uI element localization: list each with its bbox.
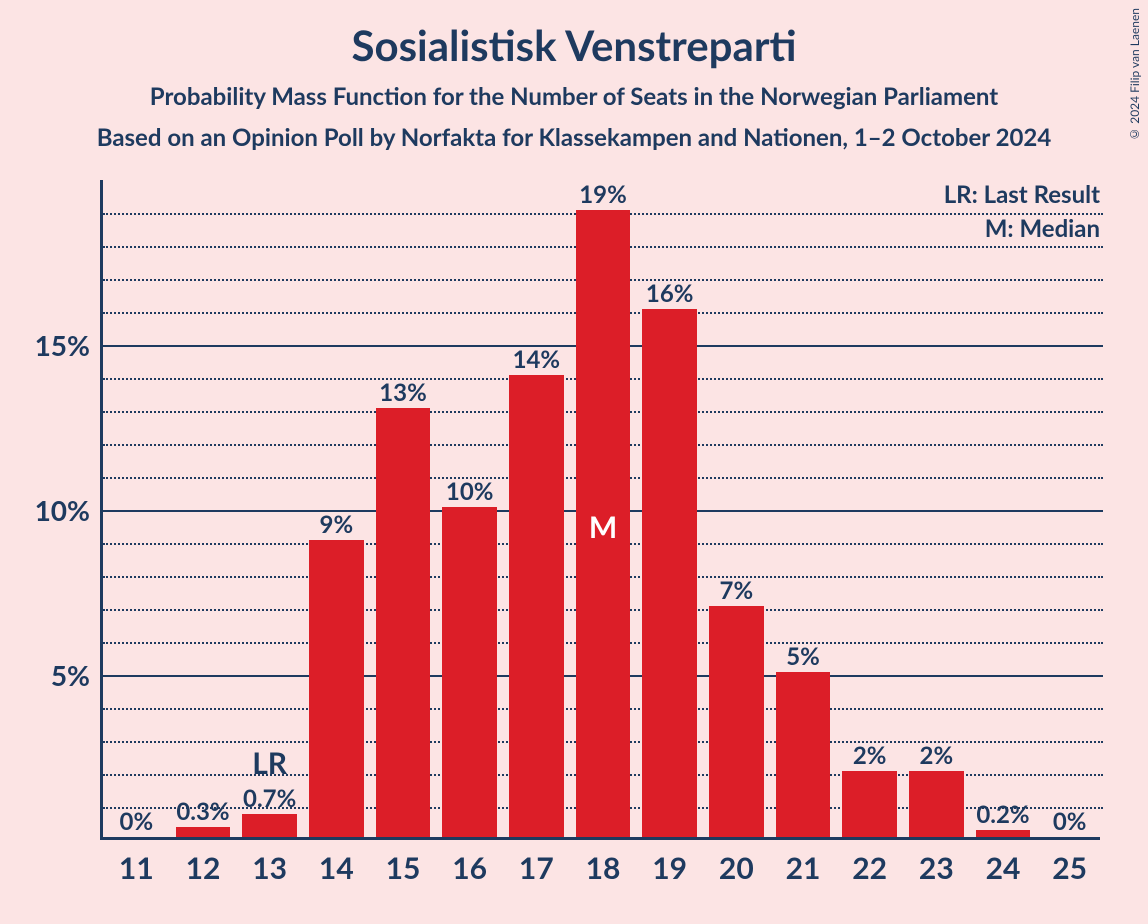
y-axis-tick-label: 15% — [10, 328, 90, 362]
chart-plot: 5%10%15%0%110.3%120.7%139%1413%1510%1614… — [100, 180, 1100, 840]
x-axis-tick-label: 11 — [119, 850, 154, 886]
bar — [642, 309, 697, 837]
y-axis-tick-label: 10% — [10, 493, 90, 527]
y-axis-tick-label: 5% — [10, 658, 90, 692]
bar-value-label: 10% — [446, 477, 494, 506]
x-axis-tick-label: 18 — [586, 850, 621, 886]
x-axis-tick-label: 25 — [1052, 850, 1087, 886]
bar — [976, 830, 1031, 837]
bar-value-label: 0% — [120, 807, 154, 836]
x-axis-tick-label: 17 — [519, 850, 554, 886]
bar-value-label: 5% — [786, 642, 820, 671]
bar — [242, 814, 297, 837]
bar-value-label: 13% — [379, 378, 427, 407]
bar — [776, 672, 831, 837]
copyright-text: © 2024 Filip van Laenen — [1127, 8, 1142, 142]
bar-value-label: 9% — [320, 510, 354, 539]
chart-subtitle-1: Probability Mass Function for the Number… — [0, 82, 1148, 111]
bar-value-label: 19% — [579, 180, 627, 209]
median-marker: M — [589, 509, 617, 545]
bar-value-label: 0.7% — [243, 784, 296, 813]
bar-value-label: 7% — [720, 576, 754, 605]
x-axis-tick-label: 24 — [986, 850, 1021, 886]
bar — [909, 771, 964, 837]
x-axis-tick-label: 14 — [319, 850, 354, 886]
last-result-marker: LR — [252, 745, 287, 781]
bar-value-label: 16% — [646, 279, 694, 308]
x-axis-tick-label: 19 — [652, 850, 687, 886]
bar — [709, 606, 764, 837]
bar-value-label: 2% — [853, 741, 887, 770]
x-axis-tick-label: 15 — [386, 850, 421, 886]
chart-title: Sosialistisk Venstreparti — [0, 0, 1148, 70]
bar-value-label: 14% — [513, 345, 561, 374]
bar — [509, 375, 564, 837]
bar — [309, 540, 364, 837]
x-axis-tick-label: 23 — [919, 850, 954, 886]
bar — [842, 771, 897, 837]
bar-value-label: 2% — [920, 741, 954, 770]
x-axis-tick-label: 20 — [719, 850, 754, 886]
x-axis-tick-label: 13 — [252, 850, 287, 886]
bar — [442, 507, 497, 837]
x-axis-tick-label: 22 — [852, 850, 887, 886]
bar — [376, 408, 431, 837]
x-axis-tick-label: 16 — [452, 850, 487, 886]
x-axis-tick-label: 12 — [186, 850, 221, 886]
bar-value-label: 0.3% — [176, 797, 229, 826]
x-axis-tick-label: 21 — [786, 850, 821, 886]
chart-subtitle-2: Based on an Opinion Poll by Norfakta for… — [0, 123, 1148, 152]
chart-area: LR: Last Result M: Median 5%10%15%0%110.… — [100, 180, 1100, 840]
bar-value-label: 0% — [1053, 807, 1087, 836]
bar — [176, 827, 231, 837]
bar-value-label: 0.2% — [976, 800, 1029, 829]
